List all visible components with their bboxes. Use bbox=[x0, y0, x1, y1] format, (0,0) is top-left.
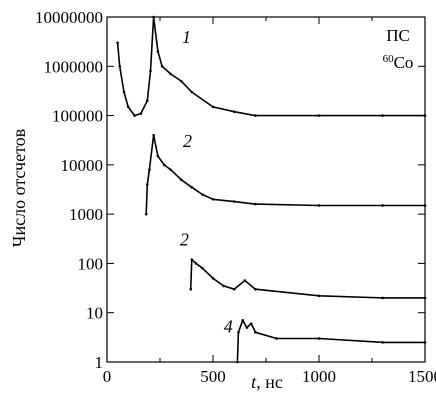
y-tick-label: 100000 bbox=[52, 107, 103, 126]
data-point bbox=[317, 337, 321, 340]
curve-label: 1 bbox=[182, 27, 191, 47]
data-point bbox=[148, 168, 151, 171]
data-point bbox=[245, 326, 249, 329]
y-tick-label: 100 bbox=[78, 254, 104, 273]
data-point bbox=[144, 212, 148, 216]
data-point bbox=[211, 198, 215, 201]
data-point bbox=[232, 200, 236, 203]
data-point bbox=[156, 50, 160, 53]
x-axis-unit: , нс bbox=[256, 372, 283, 392]
series-line bbox=[116, 16, 425, 117]
data-point bbox=[122, 90, 126, 94]
data-point bbox=[317, 204, 321, 207]
y-tick-label: 1000000 bbox=[44, 57, 104, 76]
data-point bbox=[201, 266, 204, 270]
x-axis-variable: t bbox=[251, 372, 257, 392]
data-point bbox=[254, 114, 257, 117]
isotope-symbol: Co bbox=[394, 53, 414, 72]
data-point bbox=[254, 287, 257, 291]
data-point bbox=[381, 341, 384, 344]
data-point bbox=[152, 133, 155, 137]
data-point bbox=[232, 110, 236, 113]
data-point bbox=[145, 99, 149, 103]
series-2: 2 bbox=[144, 131, 427, 216]
series-3: 2 bbox=[180, 230, 427, 300]
data-point bbox=[133, 114, 136, 117]
data-point bbox=[317, 114, 321, 117]
data-point bbox=[116, 41, 119, 45]
series-1: 1 bbox=[116, 15, 427, 117]
curve-label: 4 bbox=[224, 316, 233, 336]
ticks-layer bbox=[106, 16, 426, 363]
curve-label: 2 bbox=[183, 131, 192, 151]
series-layer: 1 2 2 4 bbox=[116, 15, 427, 364]
data-point bbox=[149, 69, 152, 73]
series-line bbox=[236, 319, 425, 363]
y-tick-label: 10000 bbox=[61, 156, 104, 175]
annotation-ps: ПС bbox=[386, 26, 410, 45]
x-tick-label: 0 bbox=[103, 367, 112, 386]
data-point bbox=[156, 154, 160, 158]
data-point bbox=[237, 331, 240, 334]
data-point bbox=[211, 105, 215, 109]
x-axis-title: t, нс bbox=[251, 372, 283, 392]
y-axis-title: Число отсчетов bbox=[9, 129, 29, 247]
data-point bbox=[232, 287, 236, 291]
y-tick-label: 1 bbox=[95, 353, 104, 372]
data-point bbox=[126, 105, 130, 109]
data-point bbox=[162, 163, 166, 167]
data-point bbox=[254, 202, 257, 206]
isotope-mass-number: 60 bbox=[383, 53, 395, 65]
data-point bbox=[169, 72, 172, 76]
x-tick-label: 500 bbox=[200, 367, 226, 386]
data-point bbox=[381, 114, 384, 117]
data-point bbox=[194, 262, 198, 265]
data-point bbox=[254, 331, 257, 334]
data-point bbox=[189, 287, 193, 291]
data-point bbox=[139, 112, 143, 115]
y-tick-label: 10 bbox=[86, 304, 103, 323]
series-4: 4 bbox=[224, 316, 427, 364]
data-point bbox=[381, 204, 384, 207]
data-point bbox=[201, 193, 204, 196]
data-point bbox=[190, 258, 194, 261]
data-point bbox=[317, 294, 321, 298]
data-point bbox=[118, 64, 122, 68]
data-point bbox=[179, 178, 183, 181]
data-point bbox=[169, 168, 172, 171]
data-point bbox=[145, 183, 149, 186]
data-point bbox=[179, 79, 183, 83]
x-tick-label: 1000 bbox=[302, 367, 336, 386]
data-point bbox=[381, 296, 384, 300]
y-tick-label: 1000 bbox=[69, 205, 103, 224]
data-point bbox=[249, 322, 253, 325]
x-tick-label: 1500 bbox=[408, 367, 436, 386]
series-line bbox=[189, 258, 425, 299]
data-point bbox=[243, 279, 247, 282]
y-tick-label: 10000000 bbox=[35, 8, 103, 27]
data-point bbox=[241, 319, 244, 322]
annotation-isotope: 60Co bbox=[383, 53, 414, 72]
data-point bbox=[160, 64, 164, 68]
plot-frame bbox=[106, 16, 426, 363]
data-point bbox=[190, 90, 194, 94]
data-point bbox=[211, 276, 215, 280]
curve-label: 2 bbox=[180, 230, 189, 250]
series-line bbox=[145, 134, 425, 215]
labels-layer: 0 500 1000 1500 1 10 100 1000 10000 100000 1000000… bbox=[35, 8, 436, 386]
data-point bbox=[190, 186, 194, 189]
data-point bbox=[275, 337, 278, 340]
data-point bbox=[222, 284, 225, 288]
